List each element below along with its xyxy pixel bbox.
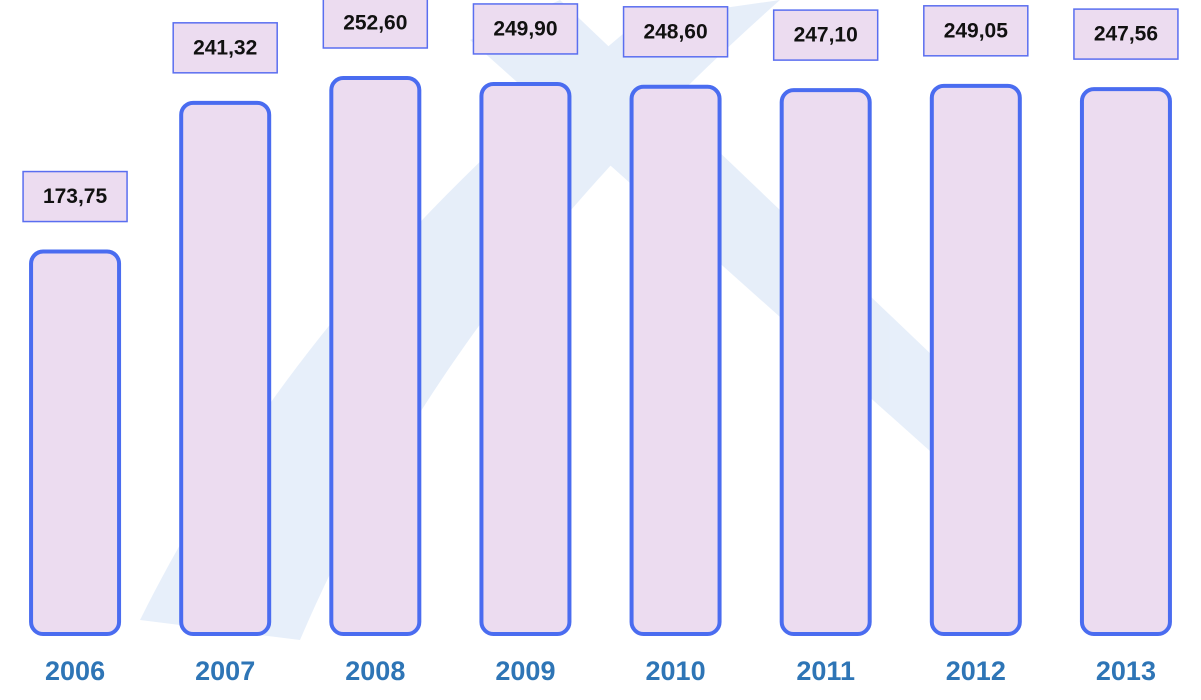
bar — [632, 87, 720, 634]
bar — [481, 84, 569, 634]
x-tick-label: 2007 — [195, 656, 255, 686]
chart: 2006 173,75 2007 241,32 2008 252,60 2009 249,90… — [0, 0, 1201, 700]
x-tick-label: 2013 — [1096, 656, 1156, 686]
value-label: 241,32 — [193, 36, 257, 59]
bar — [31, 252, 119, 634]
bar — [331, 78, 419, 634]
value-label: 248,60 — [643, 20, 707, 43]
bar — [1082, 89, 1170, 634]
value-label: 247,56 — [1094, 23, 1158, 46]
bar — [932, 86, 1020, 634]
x-tick-label: 2009 — [495, 656, 555, 686]
bar — [181, 103, 269, 634]
x-tick-label: 2011 — [796, 656, 855, 686]
value-label: 252,60 — [343, 12, 407, 35]
x-tick-label: 2012 — [946, 656, 1006, 686]
bar — [782, 90, 870, 634]
value-label: 173,75 — [43, 185, 108, 208]
value-label: 247,10 — [794, 24, 858, 47]
value-label: 249,90 — [493, 17, 557, 40]
value-label: 249,05 — [944, 19, 1009, 42]
x-tick-label: 2006 — [45, 656, 105, 686]
x-tick-label: 2010 — [646, 656, 706, 686]
x-tick-label: 2008 — [345, 656, 405, 686]
